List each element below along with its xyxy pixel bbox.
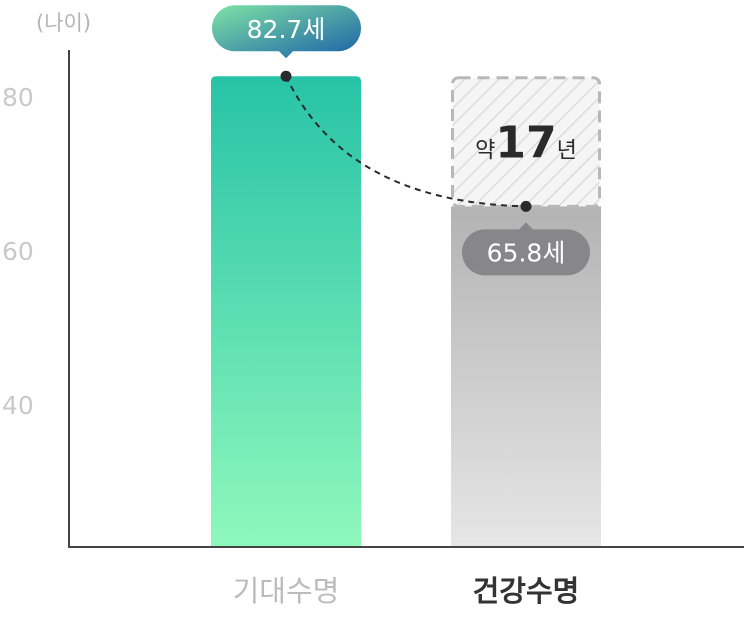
value-bubble-healthy: [462, 222, 590, 276]
y-tick-label: 60: [2, 237, 34, 266]
bar-expected-life: [211, 76, 361, 548]
data-point-expected: [280, 70, 292, 82]
gap-hatched-box: [451, 76, 601, 208]
gap-annotation: 약17년: [475, 117, 577, 168]
data-label-healthy: 65.8세: [487, 238, 566, 267]
connector-line: [285, 75, 527, 208]
y-axis-label: (나이): [36, 11, 91, 35]
data-point-healthy: [520, 200, 532, 212]
category-label-1: 기대수명: [233, 574, 340, 608]
data-label-expected: 82.7세: [247, 15, 326, 44]
y-tick-label: 40: [2, 391, 34, 420]
category-label-2: 건강수명: [473, 574, 580, 608]
value-bubble-expected: [212, 5, 361, 59]
y-tick-label: 80: [2, 83, 34, 112]
